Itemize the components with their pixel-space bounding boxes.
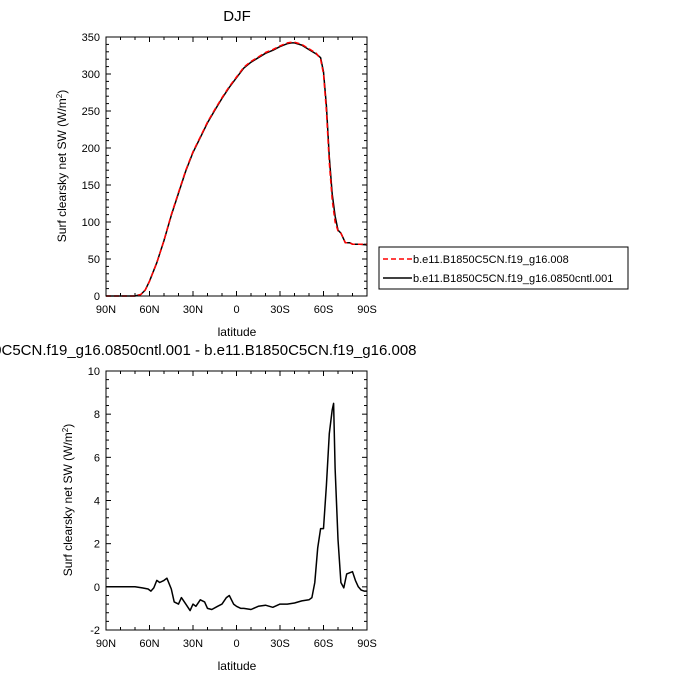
top-x-tick-label: 60S — [314, 304, 334, 316]
top-y-tick-label: 0 — [94, 291, 100, 303]
bottom-series-line-1 — [106, 402, 367, 612]
bottom-x-axis-label: latitude — [218, 659, 257, 673]
bottom-plot-frame — [105, 370, 368, 631]
bottom-y-tick-label: 8 — [94, 409, 100, 421]
top-x-tick-label: 90N — [96, 304, 116, 316]
top-x-tick-label: 90S — [357, 304, 377, 316]
top-x-tick-label: 60N — [139, 304, 159, 316]
bottom-y-tick-label: 4 — [94, 496, 100, 508]
bottom-x-tick-label: 60N — [139, 638, 159, 650]
legend-label-series-2: b.e11.B1850C5CN.f19_g16.0850cntl.001 — [413, 273, 613, 285]
bottom-series-group — [106, 402, 367, 612]
bottom-y-tick-label: -2 — [90, 625, 100, 637]
top-x-tick-label: 30S — [270, 304, 290, 316]
legend-box — [378, 246, 629, 290]
top-y-tick-label: 350 — [82, 32, 100, 44]
legend-label-series-1: b.e11.B1850C5CN.f19_g16.008 — [413, 254, 569, 266]
top-series-line-1 — [106, 41, 367, 297]
top-plot-frame — [105, 36, 368, 297]
bottom-x-tick-label: 60S — [314, 638, 334, 650]
bottom-x-axis-ticks: 90N 60N 30N 0 30S 60S 90S — [96, 371, 377, 650]
top-x-axis-label: latitude — [218, 325, 257, 339]
bottom-x-tick-label: 0 — [233, 638, 239, 650]
bottom-y-tick-label: 2 — [94, 539, 100, 551]
top-y-tick-label: 50 — [88, 254, 100, 266]
top-panel: DJF 0 50 100 150 200 250 300 350 90N 60N 30N 0 30S 6… — [55, 8, 377, 339]
top-y-axis-label: Surf clearsky net SW (W/m2) — [55, 90, 70, 242]
bottom-x-tick-label: 30N — [183, 638, 203, 650]
top-y-tick-label: 250 — [82, 106, 100, 118]
bottom-chart-title: b.e11.B1850C5CN.f19_g16.0850cntl.001 - b… — [0, 342, 416, 359]
bottom-y-tick-label: 10 — [88, 366, 100, 378]
top-y-tick-label: 100 — [82, 217, 100, 229]
top-series-group — [106, 41, 368, 297]
top-x-tick-label: 0 — [233, 304, 239, 316]
top-x-tick-label: 30N — [183, 304, 203, 316]
bottom-x-tick-label: 90S — [357, 638, 377, 650]
legend: b.e11.B1850C5CN.f19_g16.008 b.e11.B1850C… — [378, 246, 629, 290]
top-y-axis-ticks: 0 50 100 150 200 250 300 350 — [82, 32, 367, 303]
top-series-line-2 — [106, 42, 368, 297]
bottom-x-tick-label: 30S — [270, 638, 290, 650]
top-y-tick-label: 300 — [82, 69, 100, 81]
bottom-y-axis-label: Surf clearsky net SW (W/m2) — [61, 424, 76, 576]
top-chart-title: DJF — [223, 8, 251, 25]
bottom-y-tick-label: 6 — [94, 452, 100, 464]
top-y-tick-label: 150 — [82, 180, 100, 192]
bottom-x-tick-label: 90N — [96, 638, 116, 650]
bottom-y-tick-label: 0 — [94, 582, 100, 594]
bottom-panel: b.e11.B1850C5CN.f19_g16.0850cntl.001 - b… — [0, 342, 416, 673]
top-y-tick-label: 200 — [82, 143, 100, 155]
